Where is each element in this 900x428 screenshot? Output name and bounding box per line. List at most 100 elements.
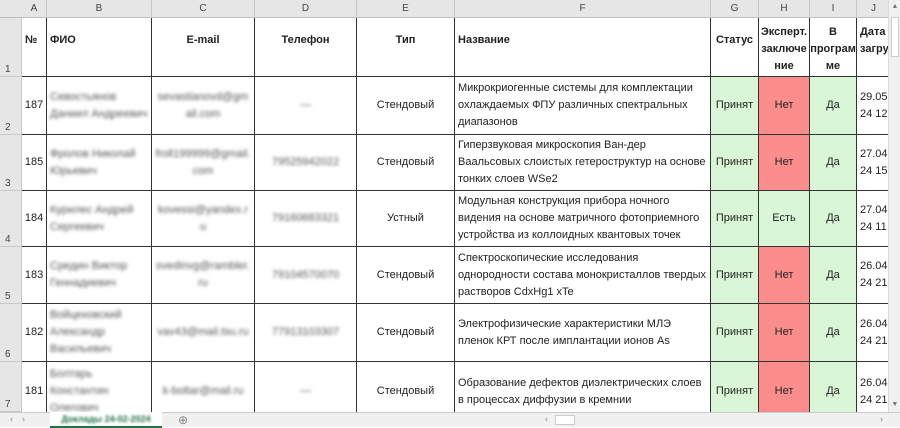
cell-status[interactable]: Принят [711,191,759,246]
cell-status[interactable]: Принят [711,135,759,190]
cell-status[interactable]: Принят [711,362,759,412]
cell-expert[interactable]: Нет [759,247,810,303]
cell-num[interactable]: 182 [22,304,47,361]
table-row: 185 Фролов Николай Юрьевич froll199999@gma… [22,135,888,191]
cell-program[interactable]: Да [810,77,857,134]
row-header[interactable]: 4 [0,191,22,247]
scroll-down-icon[interactable]: ▼ [891,401,899,408]
cell-email[interactable]: svedinvg@rambler.ru [152,247,255,303]
cell-fio[interactable]: Болтарь Константин Олегович [47,362,152,412]
scroll-up-icon[interactable]: ▲ [891,3,899,10]
cell-type[interactable]: Стендовый [357,247,455,303]
col-header-e[interactable]: E [357,0,455,18]
cell-num[interactable]: 183 [22,247,47,303]
cell-expert[interactable]: Нет [759,362,810,412]
cell-fio[interactable]: Войцеховский Александр Васильевич [47,304,152,361]
col-header-i[interactable]: I [810,0,857,18]
vertical-scrollbar[interactable]: ▲ ▼ [888,0,900,412]
cell-num[interactable]: 181 [22,362,47,412]
cell-num[interactable]: 185 [22,135,47,190]
cell-fio[interactable]: Курилес Андрей Сергеевич [47,191,152,246]
row-header[interactable]: 3 [0,135,22,191]
cell-type[interactable]: Стендовый [357,304,455,361]
title-value: Электрофизические характеристики МЛЭ пле… [458,317,672,347]
cell-date[interactable]: 26.04 24 21 [857,304,888,361]
tab-prev-icon[interactable]: ‹ [10,414,13,424]
cell-type[interactable]: Стендовый [357,135,455,190]
scroll-thumb[interactable] [891,17,899,57]
cell-date[interactable]: 27.04 24 15 [857,135,888,190]
cell-num[interactable]: 187 [22,77,47,134]
header-phone[interactable]: Телефон [255,18,357,76]
cell-title[interactable]: Модульная конструкция прибора ночного ви… [455,191,711,246]
row-header[interactable]: 6 [0,304,22,362]
cell-title[interactable]: Образование дефектов диэлектрических сло… [455,362,711,412]
fio-value: Средин Виктор Геннадиевич [50,260,128,289]
cell-fio[interactable]: Средин Виктор Геннадиевич [47,247,152,303]
col-header-c[interactable]: C [152,0,255,18]
cell-type[interactable]: Стендовый [357,77,455,134]
cell-status[interactable]: Принят [711,247,759,303]
header-type[interactable]: Тип [357,18,455,76]
cell-title[interactable]: Гиперзвуковая микроскопия Ван-дер Ваальс… [455,135,711,190]
col-header-f[interactable]: F [455,0,711,18]
header-num[interactable]: № [22,18,47,76]
header-expert[interactable]: Эксперт. заключе ние [759,18,810,76]
cell-phone[interactable]: 77913103307 [255,304,357,361]
cell-status[interactable]: Принят [711,304,759,361]
cell-expert[interactable]: Нет [759,77,810,134]
header-fio[interactable]: ФИО [47,18,152,76]
cell-email[interactable]: kovessi@yandex.ru [152,191,255,246]
add-sheet-button[interactable]: ⊕ [178,413,189,427]
cell-program[interactable]: Да [810,135,857,190]
col-header-d[interactable]: D [255,0,357,18]
cell-email[interactable]: sevastianovd@gmail.com [152,77,255,134]
col-header-g[interactable]: G [711,0,759,18]
cell-program[interactable]: Да [810,362,857,412]
header-program[interactable]: В програм ме [810,18,857,76]
cell-phone[interactable]: 79160683321 [255,191,357,246]
cell-fio[interactable]: Севостьянов Даниил Андреевич [47,77,152,134]
cell-type[interactable]: Стендовый [357,362,455,412]
header-title[interactable]: Название [455,18,711,76]
cell-email[interactable]: k-boltar@mail.ru [152,362,255,412]
cell-program[interactable]: Да [810,191,857,246]
cell-status[interactable]: Принят [711,77,759,134]
cell-phone[interactable]: — [255,77,357,134]
cell-email[interactable]: vav43@mail.tsu.ru [152,304,255,361]
row-header[interactable]: 5 [0,247,22,304]
cell-expert[interactable]: Нет [759,304,810,361]
cell-fio[interactable]: Фролов Николай Юрьевич [47,135,152,190]
cell-date[interactable]: 27.04 24 11 [857,191,888,246]
header-email[interactable]: E-mail [152,18,255,76]
cell-program[interactable]: Да [810,247,857,303]
cell-phone[interactable]: 79104570070 [255,247,357,303]
tab-next-icon[interactable]: › [22,414,25,424]
cell-phone[interactable]: — [255,362,357,412]
cell-title[interactable]: Электрофизические характеристики МЛЭ пле… [455,304,711,361]
row-header[interactable]: 7 [0,362,22,412]
hscroll-left-icon[interactable]: ‹ [545,414,548,424]
cell-title[interactable]: Микрокриогенные системы для комплектации… [455,77,711,134]
cell-email[interactable]: froll199999@gmail.com [152,135,255,190]
cell-date[interactable]: 26.04 24 21 [857,362,888,412]
hscroll-thumb[interactable] [555,415,575,425]
col-header-b[interactable]: B [47,0,152,18]
col-header-a[interactable]: A [22,0,47,18]
cell-expert[interactable]: Есть [759,191,810,246]
cell-type[interactable]: Устный [357,191,455,246]
row-header[interactable]: 2 [0,77,22,135]
header-date[interactable]: Дата загру [857,18,888,76]
col-header-h[interactable]: H [759,0,810,18]
cell-date[interactable]: 26.04 24 21 [857,247,888,303]
cell-expert[interactable]: Нет [759,135,810,190]
sheet-tab[interactable]: Доклады 24-02-2024 [50,412,162,428]
header-status[interactable]: Статус [711,18,759,76]
cell-phone[interactable]: 79525942022 [255,135,357,190]
cell-program[interactable]: Да [810,304,857,361]
cell-num[interactable]: 184 [22,191,47,246]
hscroll-right-icon[interactable]: › [880,414,883,424]
cell-title[interactable]: Спектроскопические исследования однородн… [455,247,711,303]
cell-date[interactable]: 29.05 24 12 [857,77,888,134]
row-header[interactable]: 1 [0,18,22,77]
